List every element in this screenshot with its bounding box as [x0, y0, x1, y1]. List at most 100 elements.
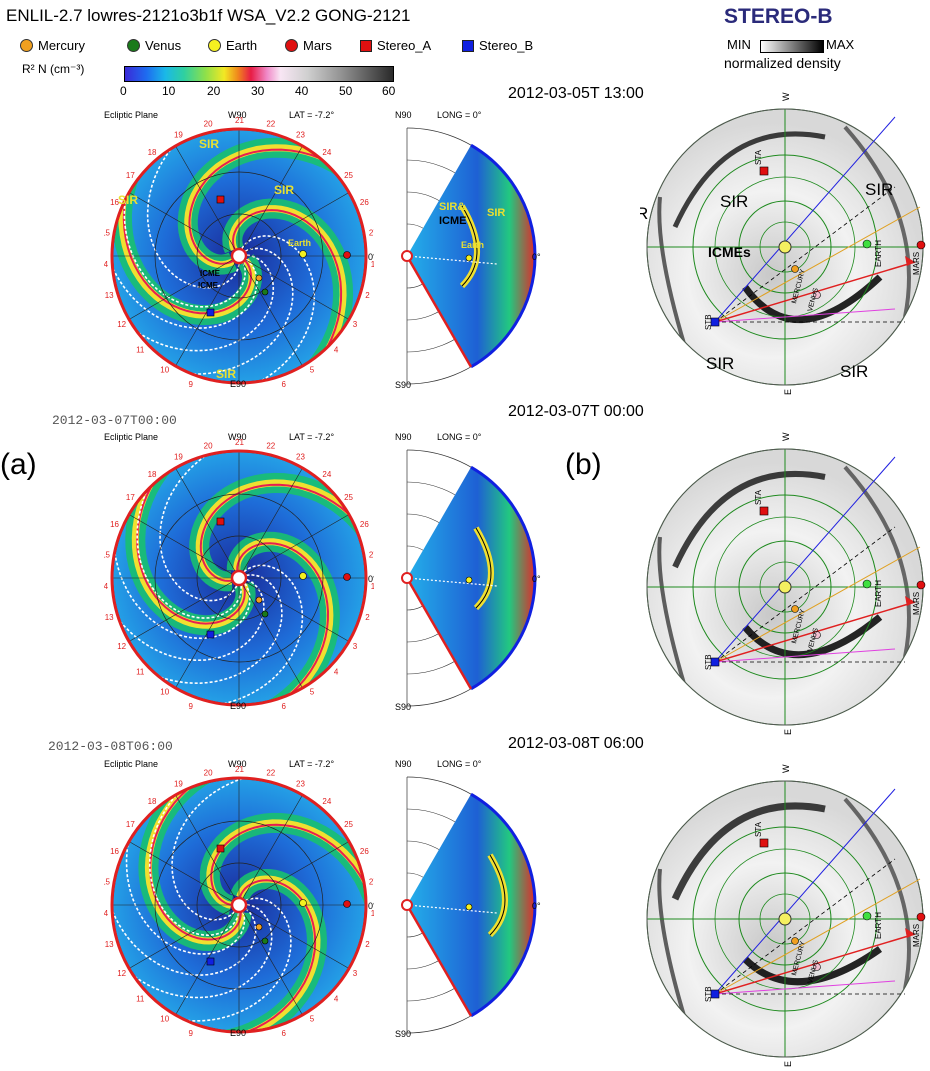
sun-line — [714, 456, 896, 663]
magnetic-field-line — [148, 793, 240, 937]
carrington-number: 19 — [174, 130, 183, 139]
sir-band-core — [228, 205, 347, 374]
carrington-number: 24 — [322, 797, 331, 806]
sir-arc — [657, 536, 687, 688]
carrington-number: 6 — [282, 380, 287, 388]
stereo-b-marker-icon — [710, 317, 720, 327]
carrington-number: 13 — [105, 291, 114, 300]
legend-label: Earth — [226, 38, 258, 53]
icme-front-line — [475, 527, 492, 609]
magnetic-field-line — [136, 490, 243, 619]
e90-label: E90 — [230, 701, 246, 710]
figure-title: ENLIL-2.7 lowres-2121o3b1f WSA_V2.2 GONG… — [6, 6, 411, 25]
sir-label: SIR — [118, 193, 138, 207]
sun-icon — [230, 896, 248, 914]
carrington-number: 24 — [322, 148, 331, 157]
carrington-number: 6 — [282, 1029, 287, 1037]
carrington-number: 10 — [160, 688, 169, 697]
sir-band-core — [233, 538, 334, 705]
carrington-number: 4 — [334, 994, 339, 1003]
carrington-number: 20 — [204, 442, 213, 451]
mars-marker-icon — [285, 39, 298, 52]
earth-marker-icon — [208, 39, 221, 52]
earth-marker-icon — [862, 579, 872, 589]
stb-label: STB — [704, 314, 713, 330]
carrington-number: 20 — [204, 769, 213, 778]
earth-line — [714, 206, 921, 323]
stereo-a-marker-icon — [759, 166, 769, 176]
sir-band-peak — [236, 542, 330, 705]
stereo-a-marker-icon — [360, 39, 372, 52]
mercury-marker-icon — [255, 923, 263, 931]
sun-icon — [401, 572, 413, 584]
arrow-head-icon — [905, 256, 915, 266]
sun-line — [714, 116, 896, 323]
icme-arc — [742, 274, 883, 323]
sir-label: SIR — [720, 192, 748, 211]
mars-marker-icon — [916, 580, 926, 590]
carrington-number: 18 — [148, 148, 157, 157]
sir-band-core — [118, 171, 256, 319]
wedge-outer-edge — [470, 143, 537, 369]
mars-marker-icon — [343, 573, 351, 581]
e-label: E — [783, 1061, 793, 1067]
carrington-number: 15 — [104, 228, 111, 237]
magnetic-field-line — [241, 235, 316, 382]
n90-label: N90 — [395, 110, 412, 120]
carrington-number: 12 — [117, 642, 126, 651]
sun-icon — [230, 247, 248, 265]
stereo-a-marker-icon — [216, 195, 225, 204]
boundary-circle — [110, 127, 368, 385]
magnetic-field-line — [222, 564, 304, 705]
carrington-number: 3 — [353, 642, 358, 651]
sir-arc — [843, 465, 911, 658]
colorbar-tick: 40 — [295, 84, 309, 98]
lat-label: LAT = -7.2° — [289, 759, 334, 769]
sir-label: SIR — [640, 204, 648, 223]
wedge-lower-edge — [405, 904, 473, 1017]
carrington-number: 23 — [296, 130, 305, 139]
colorbar-tick: 50 — [339, 84, 353, 98]
carrington-number: 12 — [117, 320, 126, 329]
row-timestamp: 2012-03-07T 00:00 — [508, 403, 644, 420]
carrington-number: 7 — [251, 1036, 256, 1037]
mars-marker-icon — [343, 251, 351, 259]
carrington-number: 4 — [334, 667, 339, 676]
icme-front-line — [461, 205, 478, 287]
sir-arc — [672, 470, 826, 569]
sir-arc — [843, 125, 911, 318]
mercury-marker-icon — [255, 274, 263, 282]
stb-label: STB — [704, 986, 713, 1002]
colorbar-tick: 20 — [207, 84, 221, 98]
zero-degree-label: 0° — [368, 901, 374, 911]
magnetic-field-line — [171, 778, 245, 921]
sir-band-core — [195, 479, 366, 585]
lat-label: LAT = -7.2° — [289, 432, 334, 442]
carrington-number: 27 — [369, 228, 374, 237]
carrington-number: 4 — [334, 345, 339, 354]
carrington-number: 11 — [136, 345, 145, 354]
wedge-s90-label: S90 — [395, 1029, 411, 1037]
venus-marker-icon — [813, 631, 821, 639]
carrington-number: 9 — [188, 1029, 193, 1037]
magnetic-field-line — [146, 148, 240, 289]
stereo-b-skyplot: WESTASTBEARTHMARSMERCURYVENUSSIRSIRSIRSI… — [640, 92, 926, 395]
row-timestamp-small: 2012-03-08T06:00 — [48, 739, 173, 754]
stereo-b-title: STEREO-B — [724, 5, 833, 28]
sir-label: SIR — [706, 354, 734, 373]
magnetic-field-line — [118, 578, 265, 662]
stereo-b-marker-icon — [206, 308, 215, 317]
carrington-number: 12 — [117, 969, 126, 978]
carrington-number: 14 — [104, 909, 109, 918]
sir-label: SIR — [216, 367, 236, 381]
meridional-wedge-plot: N90 S90 LONG = 0° 0° — [395, 432, 541, 710]
wedge-lower-edge — [405, 255, 473, 368]
w-label: W — [781, 764, 791, 773]
stereo-a-marker-icon — [216, 517, 225, 526]
arrow-head-icon — [905, 596, 915, 606]
carrington-number: 21 — [235, 438, 244, 447]
venus-marker-icon — [813, 291, 821, 299]
carrington-number: 5 — [310, 366, 315, 375]
